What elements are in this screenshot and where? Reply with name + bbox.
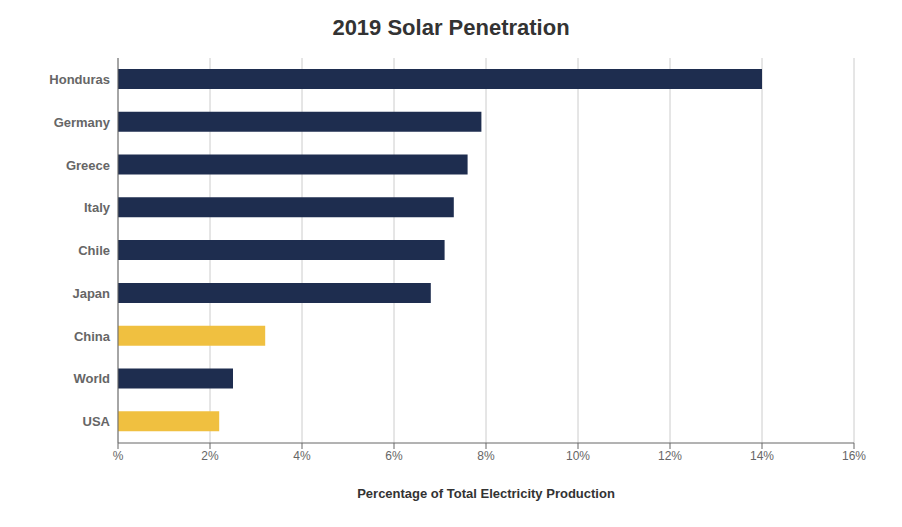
svg-text:6%: 6% xyxy=(385,449,403,463)
svg-text:4%: 4% xyxy=(293,449,311,463)
svg-text:Chile: Chile xyxy=(78,243,110,258)
svg-text:Japan: Japan xyxy=(72,286,110,301)
svg-text:8%: 8% xyxy=(477,449,495,463)
svg-text:World: World xyxy=(73,371,110,386)
svg-text:2%: 2% xyxy=(201,449,219,463)
svg-text:Germany: Germany xyxy=(54,115,111,130)
svg-text:14%: 14% xyxy=(750,449,774,463)
svg-text:USA: USA xyxy=(83,414,111,429)
html-text:2019 Solar Penetration: 2019 Solar Penetration xyxy=(332,15,570,40)
svg-text:12%: 12% xyxy=(658,449,682,463)
svg-text:10%: 10% xyxy=(566,449,590,463)
svg-text:Italy: Italy xyxy=(84,200,111,215)
svg-text:%: % xyxy=(113,449,124,463)
svg-text:Percentage of Total Electricit: Percentage of Total Electricity Producti… xyxy=(357,486,615,501)
svg-text:Honduras: Honduras xyxy=(49,72,110,87)
svg-text:16%: 16% xyxy=(842,449,866,463)
svg-text:China: China xyxy=(74,329,111,344)
svg-text:Greece: Greece xyxy=(66,158,110,173)
